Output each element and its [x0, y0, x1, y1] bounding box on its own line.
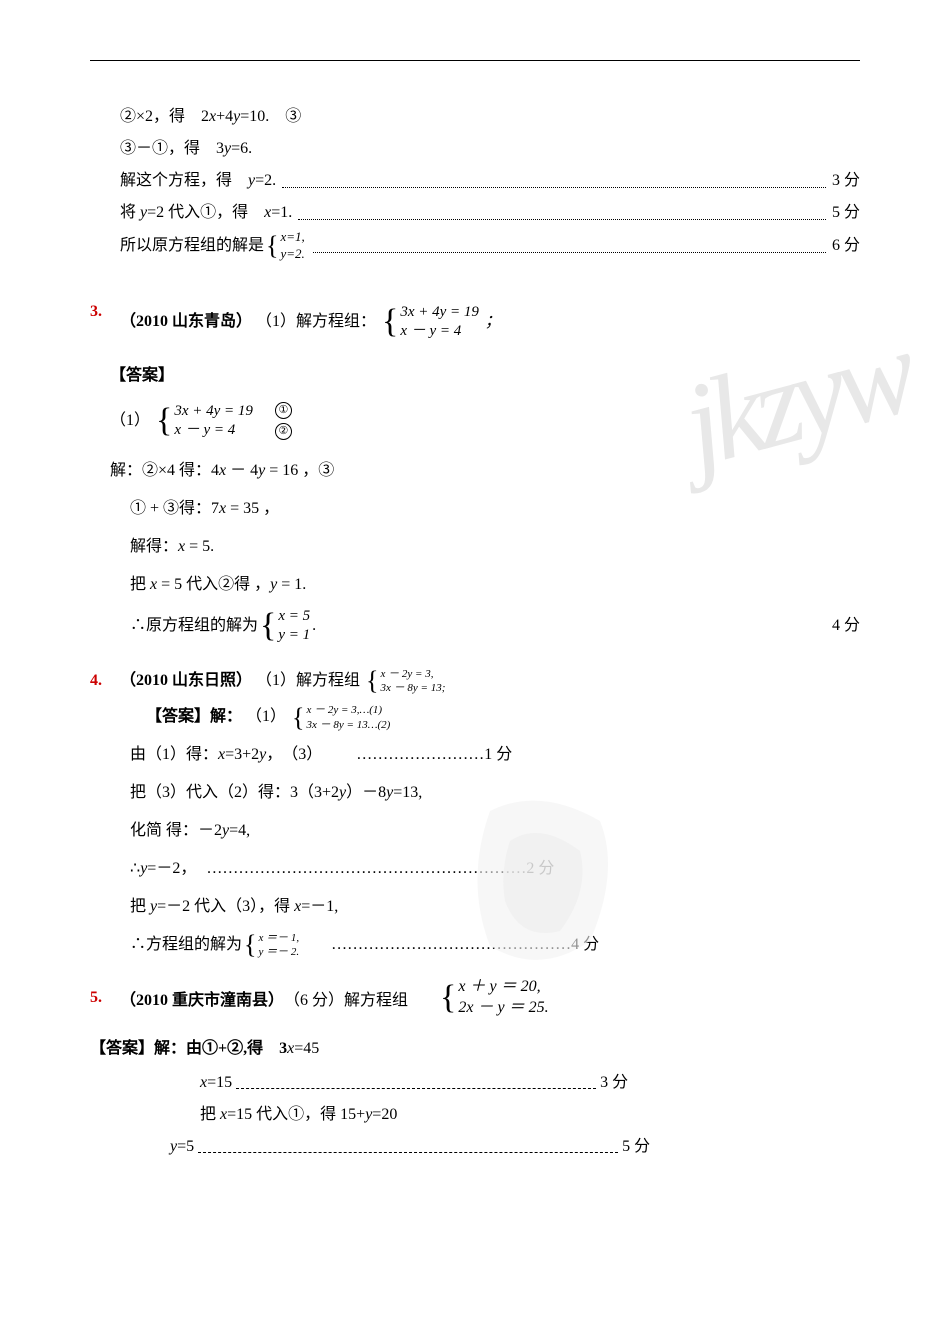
q4-e2: 3x － 8y = 13…(2) [307, 718, 391, 732]
q4-l6: ∴方程组的解为 { x ＝－ 1, y ＝－ 2. ……………………………………… [130, 929, 860, 961]
q4-e1: x － 2y = 3,…(1) [307, 703, 391, 717]
circ-2: ② [275, 423, 292, 440]
q5-num: 5. [90, 989, 120, 1007]
q5-score3: 3 分 [600, 1067, 628, 1099]
q5-eq2: 2x － y ＝ 25. [458, 998, 548, 1019]
sec1-l4: 将 y=2 代入①，得 x=1. 5 分 [120, 197, 860, 229]
score-6: 6 分 [832, 230, 860, 262]
q4-l1: 由（1）得：x=3+2y， （3） ……………………1 分 [130, 739, 860, 771]
q5-ans: 【答案】解：由①+②,得 3x=45 [90, 1033, 860, 1065]
q3-p1: （1） [110, 412, 150, 429]
q4: 4. （2010 山东日照） （1）解方程组 { x － 2y = 3, 3x … [90, 666, 860, 962]
q3-s5: ∴原方程组的解为 { x = 5 y = 1 . 4 分 [130, 607, 860, 646]
q3-eq1b: 3x + 4y = 19 [174, 402, 253, 422]
circ-1: ① [275, 402, 292, 419]
q4-l3: 化简 得：－2y=4, [130, 815, 860, 847]
q4-source: （2010 山东日照） [120, 672, 252, 689]
q4-eq2: 3x － 8y = 13; [381, 681, 446, 695]
q3-source: （2010 山东青岛） [120, 313, 252, 330]
q3-stem: （1）解方程组： [256, 313, 376, 330]
q5-l3: y=5 5 分 [170, 1131, 860, 1163]
score-5: 5 分 [832, 197, 860, 229]
q4-l2: 把（3）代入（2）得：3（3+2y）－8y=13, [130, 777, 860, 809]
q3-eq1: 3x + 4y = 19 [400, 303, 479, 323]
sec1-l1: ②×2，得 2x+4y=10. ③ [120, 101, 860, 133]
q3-s2: ① + ③得：7x = 35 ， [130, 493, 860, 525]
q3-s1: 解：②×4 得：4x － 4y = 16 ，③ [110, 455, 860, 487]
q4-stem: （1）解方程组 [256, 672, 360, 689]
q4-num: 4. [90, 672, 120, 690]
q5-source: （2010 重庆市潼南县） [120, 986, 284, 1010]
q3-s3: 解得：x = 5. [130, 531, 860, 563]
sec1-l5: 所以原方程组的解是 { x=1, y=2. 6 分 [120, 229, 860, 263]
sec1-l3: 解这个方程，得 y=2. 3 分 [120, 165, 860, 197]
q5-eq1: x ＋ y ＝ 20, [458, 977, 548, 998]
top-rule [90, 60, 860, 61]
sec1: ②×2，得 2x+4y=10. ③ ③－①，得 3y=6. 解这个方程，得 y=… [120, 101, 860, 263]
q3-answer-label: 【答案】 [110, 360, 860, 392]
q5-l2: 把 x=15 代入①，得 15+y=20 [200, 1099, 860, 1131]
score-3: 3 分 [832, 165, 860, 197]
sec1-l2: ③－①，得 3y=6. [120, 133, 860, 165]
q5-stem: （6 分）解方程组 [284, 986, 408, 1010]
q4-eq1: x － 2y = 3, [381, 667, 446, 681]
q3-eq2: x － y = 4 [400, 322, 479, 342]
q5-l1: x=15 3 分 [200, 1067, 860, 1099]
q3-num: 3. [90, 303, 120, 321]
q3-score: 4 分 [832, 610, 860, 642]
q5: 5. （2010 重庆市潼南县） （6 分）解方程组 { x ＋ y ＝ 20,… [90, 977, 860, 1163]
q4-l4: ∴y=－2， ……………………………………………………2 分 [130, 853, 860, 885]
q4-ans: 【答案】解： （1） { x － 2y = 3,…(1) 3x － 8y = 1… [146, 701, 860, 733]
q5-score5: 5 分 [622, 1131, 650, 1163]
q3-s4: 把 x = 5 代入②得 ，y = 1. [130, 569, 860, 601]
q3: 3. （2010 山东青岛） （1）解方程组： { 3x + 4y = 19 x… [90, 303, 860, 646]
q4-l5: 把 y=－2 代入（3），得 x=－1, [130, 891, 860, 923]
q3-eq2b: x － y = 4 [174, 421, 253, 441]
